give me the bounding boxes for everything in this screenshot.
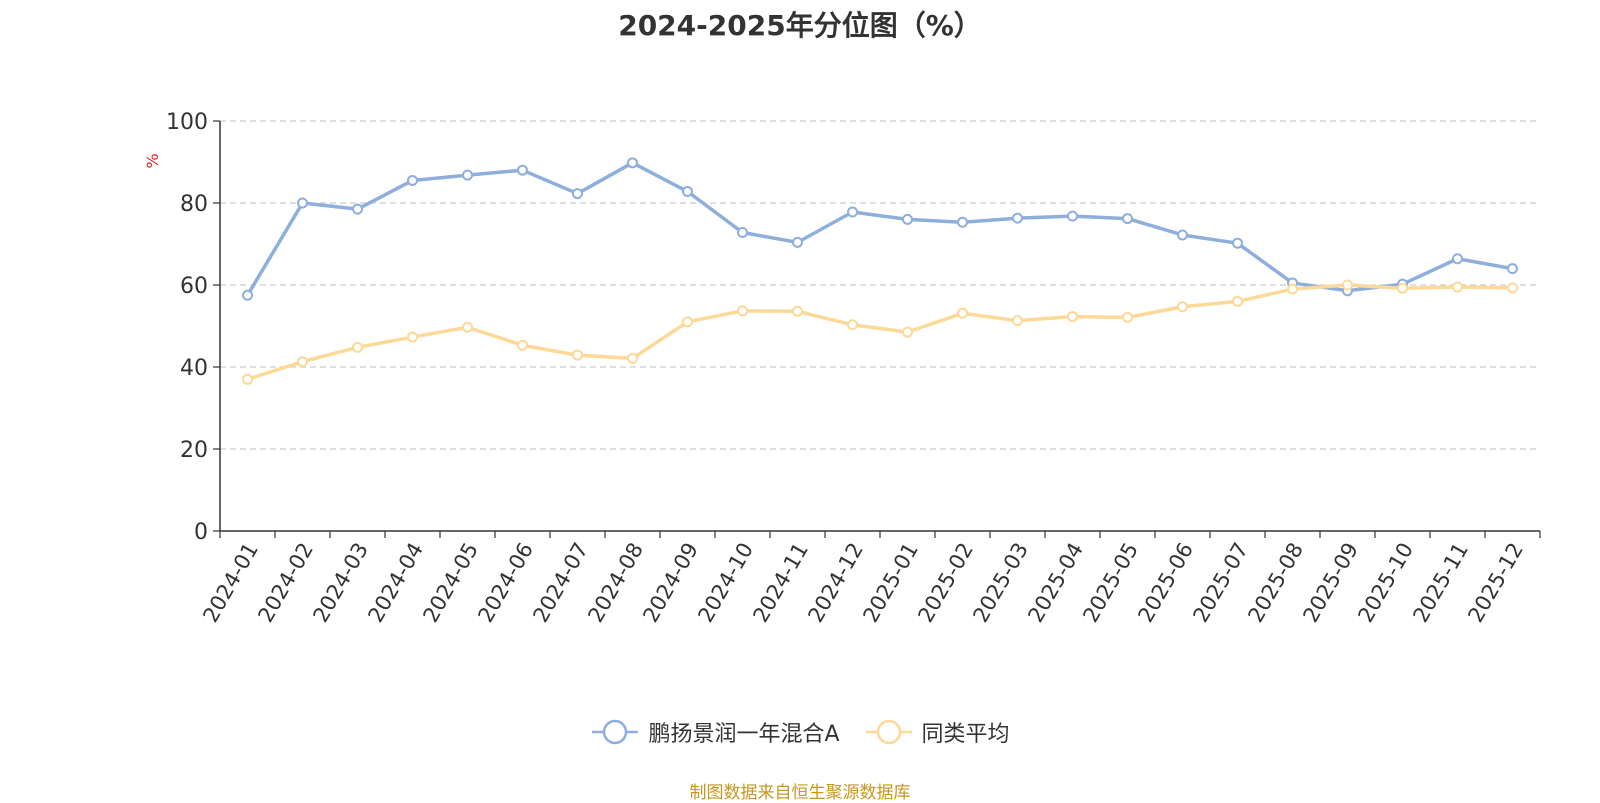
legend-item-1[interactable]: 同类平均 [864, 716, 1010, 748]
y-tick-label: 0 [194, 520, 208, 545]
grid-lines [220, 120, 1540, 450]
data-point[interactable] [572, 349, 583, 361]
series-lines [242, 157, 1518, 385]
data-point[interactable] [297, 197, 308, 209]
data-point[interactable] [902, 326, 913, 338]
legend-label: 同类平均 [921, 722, 1010, 747]
y-tick-label: 60 [180, 274, 208, 299]
data-point[interactable] [682, 186, 693, 198]
data-point[interactable] [847, 206, 858, 218]
data-point[interactable] [1507, 263, 1518, 275]
data-point[interactable] [1342, 279, 1353, 291]
data-point[interactable] [847, 319, 858, 331]
legend-item-0[interactable]: 鹏扬景润一年混合A [590, 716, 840, 748]
y-axis-label: % [143, 153, 162, 168]
data-point[interactable] [737, 227, 748, 239]
data-point[interactable] [407, 331, 418, 343]
y-tick-label: 40 [180, 356, 208, 381]
data-point[interactable] [1012, 315, 1023, 327]
axes: 0204060801002024-012024-022024-032024-04… [166, 110, 1541, 627]
chart-title: 2024-2025年分位图（%） [618, 9, 982, 42]
legend: 鹏扬景润一年混合A 同类平均 [0, 716, 1600, 748]
x-tick-label: 2025-12 [1463, 539, 1528, 627]
data-point[interactable] [1177, 229, 1188, 241]
data-point[interactable] [572, 188, 583, 200]
data-point[interactable] [297, 356, 308, 368]
data-point[interactable] [407, 174, 418, 186]
data-point[interactable] [1452, 281, 1463, 293]
data-point[interactable] [1177, 301, 1188, 313]
y-tick-label: 80 [180, 192, 208, 217]
data-point[interactable] [627, 157, 638, 169]
data-point[interactable] [957, 216, 968, 228]
data-point[interactable] [1067, 311, 1078, 323]
data-point[interactable] [1012, 212, 1023, 224]
data-point[interactable] [957, 307, 968, 319]
data-point[interactable] [1067, 210, 1078, 222]
data-point[interactable] [1122, 213, 1133, 225]
data-point[interactable] [792, 305, 803, 317]
data-point[interactable] [1122, 311, 1133, 323]
data-point[interactable] [792, 236, 803, 248]
data-point[interactable] [242, 373, 253, 385]
data-point[interactable] [352, 203, 363, 215]
data-point[interactable] [1232, 295, 1243, 307]
data-point[interactable] [682, 316, 693, 328]
source-note: 制图数据来自恒生聚源数据库 [689, 783, 911, 803]
data-point[interactable] [1397, 282, 1408, 294]
data-point[interactable] [1287, 283, 1298, 295]
data-point[interactable] [1452, 253, 1463, 265]
data-point[interactable] [627, 352, 638, 364]
data-point[interactable] [1232, 237, 1243, 249]
series-line-1 [246, 283, 1513, 381]
series-line-0 [245, 161, 1513, 297]
data-point[interactable] [352, 341, 363, 353]
legend-marker [865, 719, 912, 745]
y-tick-label: 20 [180, 438, 208, 463]
data-point[interactable] [462, 321, 473, 333]
data-point[interactable] [1507, 282, 1518, 294]
y-tick-label: 100 [166, 110, 208, 135]
data-point[interactable] [902, 213, 913, 225]
data-point[interactable] [462, 169, 473, 181]
legend-marker [592, 719, 639, 745]
data-point[interactable] [242, 289, 253, 301]
data-point[interactable] [517, 164, 528, 176]
legend-label: 鹏扬景润一年混合A [648, 722, 840, 747]
data-point[interactable] [737, 305, 748, 317]
data-point[interactable] [517, 339, 528, 351]
